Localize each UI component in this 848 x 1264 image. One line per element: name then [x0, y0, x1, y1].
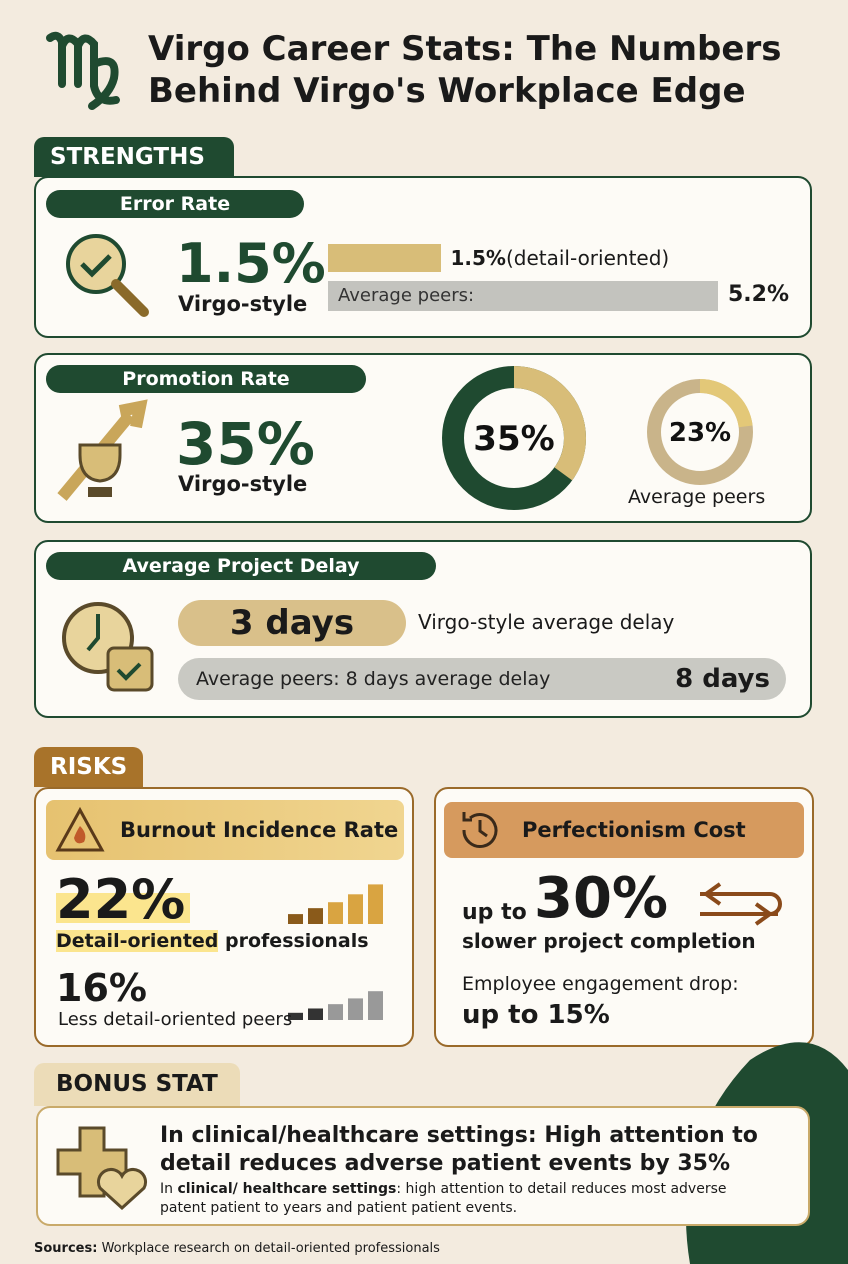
trophy-icon [57, 399, 148, 501]
caption: Average peers [628, 486, 766, 508]
big-stat: 1.5% [176, 232, 326, 295]
text: clinical/ healthcare settings [177, 1181, 397, 1197]
bar-label: Average peers: [338, 285, 475, 306]
big-stat: 22% [56, 868, 186, 931]
icon-bar [328, 902, 343, 924]
value-label: 8 days [675, 664, 770, 694]
caption: Employee engagement drop: [462, 973, 739, 995]
note: (detail-oriented) [505, 246, 670, 270]
donut-label: 35% [473, 419, 554, 459]
detail: In clinical/ healthcare settings: high a… [160, 1180, 760, 1218]
bar: Average peers: 8 days average delay 8 day… [178, 658, 786, 700]
value-label: 3 days [229, 603, 355, 643]
value-label: 1.5% [450, 246, 506, 270]
bar-icons [288, 884, 383, 1020]
caption: Virgo-style [178, 472, 308, 496]
section-tab: BONUS STAT [34, 1063, 240, 1106]
donut-arc [647, 379, 753, 485]
card [36, 1106, 810, 1226]
caption: Less detail-oriented peers [58, 1009, 293, 1030]
bar [368, 991, 383, 1020]
icon-bar [348, 894, 363, 924]
donuts: 35% 23% [442, 366, 753, 510]
prefix: up to [462, 900, 527, 925]
section-tab: STRENGTHS [34, 137, 234, 177]
icon-bar [308, 908, 323, 924]
big-stat: 30% [534, 866, 669, 931]
card-title: Promotion Rate [46, 365, 366, 393]
headline: In clinical/healthcare settings: High at… [160, 1123, 758, 1176]
caption: professionals [225, 930, 369, 952]
highlight-text: Detail-oriented [56, 930, 219, 952]
big-stat: 16% [56, 966, 147, 1010]
icon-bar [288, 1012, 303, 1020]
big-stat: 35% [176, 410, 315, 478]
title: Virgo Career Stats: The Numbers Behind V… [148, 29, 782, 111]
icon-bar [328, 1004, 343, 1020]
health-icon [56, 1126, 148, 1211]
caption: Virgo-style [178, 292, 308, 316]
bar: Average peers: [328, 281, 718, 311]
card-header [444, 802, 804, 858]
card-title: Average Project Delay [46, 552, 436, 580]
icon-bar [348, 998, 363, 1020]
bar [328, 244, 441, 272]
history-icon [462, 812, 498, 848]
card-title: Perfectionism Cost [522, 818, 746, 842]
bar-label: 1.5%(detail-oriented) [451, 245, 670, 271]
card-header [46, 800, 404, 860]
section-tab: RISKS [34, 747, 144, 787]
donut-label: 23% [669, 418, 731, 448]
value-label: 5.2% [728, 282, 790, 307]
magnifier-icon [66, 234, 149, 317]
donut-arc [442, 366, 586, 510]
bar [368, 884, 383, 924]
icon-bar [288, 914, 303, 924]
caption: slower project completion [462, 929, 756, 953]
warning-icon [55, 806, 105, 852]
sources-label: Sources: [34, 1241, 98, 1256]
text: In [160, 1181, 174, 1197]
icon-bar [308, 1008, 323, 1020]
clock-icon [62, 602, 154, 692]
bar-label: Average peers: 8 days average delay [196, 668, 551, 690]
bar: 3 days [178, 600, 406, 646]
loop-icon [700, 882, 782, 926]
text: : high attention to detail reduces most … [160, 1181, 727, 1216]
card-title: Burnout Incidence Rate [120, 818, 399, 842]
stat: up to 15% [462, 1000, 610, 1030]
sources: Workplace research on detail-oriented pr… [101, 1241, 440, 1256]
card-title: Error Rate [46, 190, 304, 218]
highlight [56, 893, 190, 923]
caption: Virgo-style average delay [418, 610, 675, 634]
virgo-symbol [46, 31, 120, 110]
